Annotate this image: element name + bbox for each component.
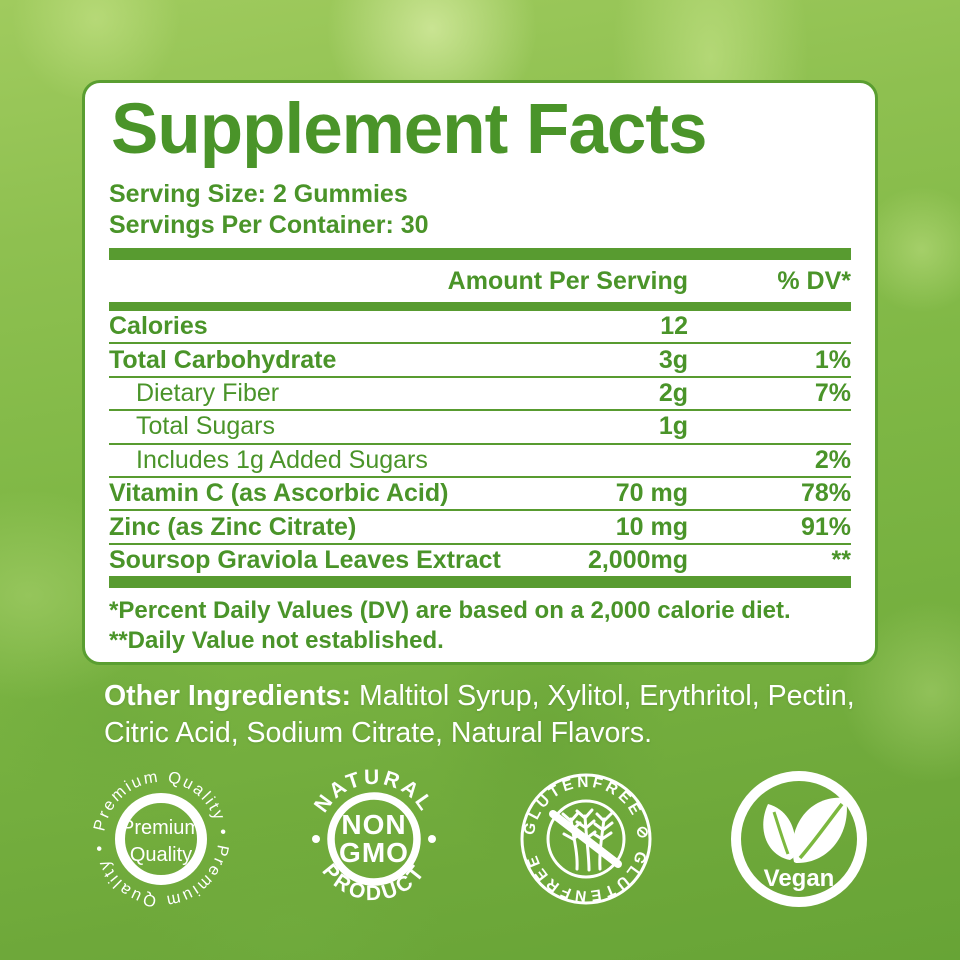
table-row: Total Carbohydrate 3g 1% <box>109 344 851 378</box>
svg-text:Vegan: Vegan <box>764 865 835 892</box>
table-header-row: Amount Per Serving % DV* <box>109 260 851 302</box>
row-dv: 1% <box>814 345 851 374</box>
footnotes: *Percent Daily Values (DV) are based on … <box>109 596 851 656</box>
other-ingredients-list-1: Maltitol Syrup, Xylitol, Erythritol, Pec… <box>351 680 855 712</box>
footnote-not-established: **Daily Value not established. <box>109 627 444 655</box>
divider-bar-thick <box>109 248 851 260</box>
percent-dv-header: % DV* <box>777 266 851 295</box>
row-amount: 12 <box>660 312 688 341</box>
row-name: Total Sugars <box>136 412 275 441</box>
leaves-icon <box>763 797 847 864</box>
svg-text:GMO: GMO <box>339 837 409 868</box>
row-amount: 3g <box>658 345 688 374</box>
serving-size: Serving Size: 2 Gummies <box>109 180 408 208</box>
table-row: Soursop Graviola Leaves Extract 2,000mg … <box>109 545 851 579</box>
row-name: Zinc (as Zinc Citrate) <box>109 512 357 541</box>
row-amount: 70 mg <box>615 479 688 508</box>
other-ingredients-line2: Citric Acid, Sodium Citrate, Natural Fla… <box>104 717 652 749</box>
row-name: Vitamin C (as Ascorbic Acid) <box>109 479 449 508</box>
premium-quality-badge-icon: Premium Quality • Premium Quality • Prem… <box>90 768 230 911</box>
row-name: Dietary Fiber <box>136 378 280 407</box>
svg-text:Premium: Premium <box>121 817 201 839</box>
row-name: Includes 1g Added Sugars <box>136 445 428 474</box>
row-dv: ** <box>831 545 851 574</box>
supplement-facts-panel: Supplement Facts Serving Size: 2 Gummies… <box>82 80 878 665</box>
row-amount: 1g <box>658 412 688 441</box>
table-row: Dietary Fiber 2g 7% <box>109 378 851 412</box>
row-dv: 91% <box>800 512 851 541</box>
serving-info: Serving Size: 2 Gummies Servings Per Con… <box>109 179 851 241</box>
row-amount: 2,000mg <box>587 545 688 574</box>
row-amount: 10 mg <box>615 512 688 541</box>
table-row: Zinc (as Zinc Citrate) 10 mg 91% <box>109 511 851 545</box>
non-gmo-badge-icon: NATURAL PRODUCT NON GMO <box>309 766 436 905</box>
row-dv: 78% <box>800 479 851 508</box>
row-dv: 7% <box>814 378 851 407</box>
table-row: Total Sugars 1g <box>109 411 851 445</box>
row-name: Calories <box>109 312 208 341</box>
amount-per-serving-header: Amount Per Serving <box>447 266 688 295</box>
svg-text:NON: NON <box>341 809 406 840</box>
divider-bar-header <box>109 302 851 311</box>
footnote-dv: *Percent Daily Values (DV) are based on … <box>109 597 791 625</box>
table-row: Vitamin C (as Ascorbic Acid) 70 mg 78% <box>109 478 851 512</box>
row-name: Total Carbohydrate <box>109 345 337 374</box>
badge-row: Premium Quality • Premium Quality • Prem… <box>0 764 960 914</box>
row-name: Soursop Graviola Leaves Extract <box>109 545 501 574</box>
other-ingredients-line1: Other Ingredients: Maltitol Syrup, Xylit… <box>104 678 884 715</box>
table-row: Includes 1g Added Sugars 2% <box>109 445 851 478</box>
slash-icon <box>549 810 623 868</box>
row-dv: 2% <box>814 445 851 474</box>
svg-text:Quality: Quality <box>130 844 192 866</box>
other-ingredients-label: Other Ingredients: <box>104 680 352 712</box>
vegan-badge-icon: Vegan <box>730 771 867 907</box>
table-row: Calories 12 <box>109 311 851 345</box>
page-title: Supplement Facts <box>111 90 708 169</box>
row-amount: 2g <box>658 378 688 407</box>
gluten-free-badge-icon: GLUTENFREE ⊘ GLUTENFREE ⊘ <box>511 764 652 905</box>
divider-bar-bottom <box>109 578 851 589</box>
other-ingredients: Other Ingredients: Maltitol Syrup, Xylit… <box>104 678 884 752</box>
servings-per-container: Servings Per Container: 30 <box>109 211 429 239</box>
